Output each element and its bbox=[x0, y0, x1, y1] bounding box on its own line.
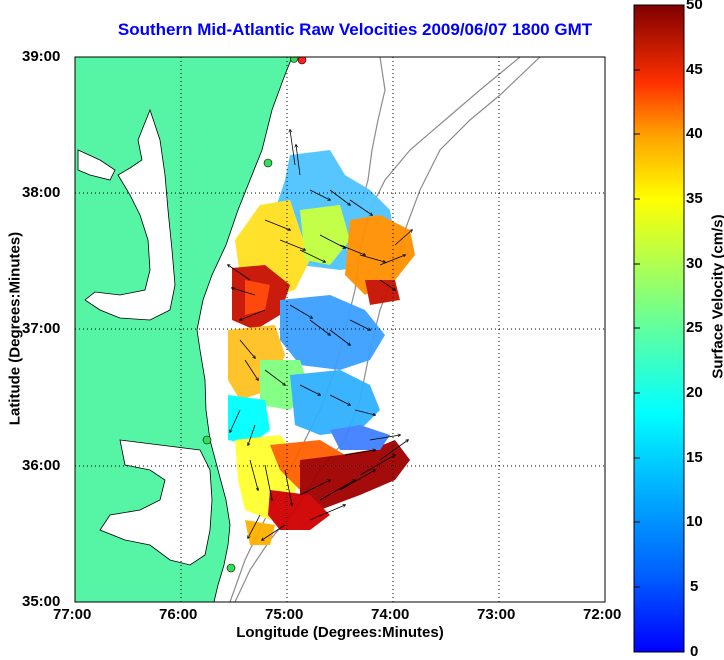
colorbar-tick: 10 bbox=[686, 513, 703, 530]
colorbar-tick: 30 bbox=[686, 255, 703, 272]
x-tick: 75:00 bbox=[265, 606, 303, 623]
station-marker bbox=[264, 159, 272, 167]
colorbar-tick: 25 bbox=[686, 319, 703, 336]
colorbar-tick: 50 bbox=[686, 0, 703, 13]
x-axis-label: Longitude (Degrees:Minutes) bbox=[75, 624, 605, 641]
y-tick: 37:00 bbox=[22, 320, 60, 337]
y-tick: 36:00 bbox=[22, 457, 60, 474]
x-tick: 73:00 bbox=[477, 606, 515, 623]
colorbar-label: Surface Velocity (cm/s) bbox=[710, 177, 724, 417]
y-tick: 38:00 bbox=[22, 184, 60, 201]
colorbar-tick: 45 bbox=[686, 61, 703, 78]
y-tick: 39:00 bbox=[22, 48, 60, 65]
colorbar-tick: 5 bbox=[690, 578, 698, 595]
station-marker bbox=[227, 564, 235, 572]
x-tick: 77:00 bbox=[53, 606, 91, 623]
x-tick: 76:00 bbox=[159, 606, 197, 623]
y-axis-label: Latitude (Degrees:Minutes) bbox=[7, 199, 24, 459]
colorbar-tick: 15 bbox=[686, 449, 703, 466]
colorbar-tick: 40 bbox=[686, 125, 703, 142]
colorbar bbox=[634, 5, 684, 652]
x-tick: 74:00 bbox=[371, 606, 409, 623]
station-marker bbox=[203, 436, 211, 444]
colorbar-tick: 20 bbox=[686, 384, 703, 401]
x-tick: 72:00 bbox=[583, 606, 621, 623]
colorbar-tick: 0 bbox=[690, 643, 698, 660]
colorbar-tick: 35 bbox=[686, 190, 703, 207]
